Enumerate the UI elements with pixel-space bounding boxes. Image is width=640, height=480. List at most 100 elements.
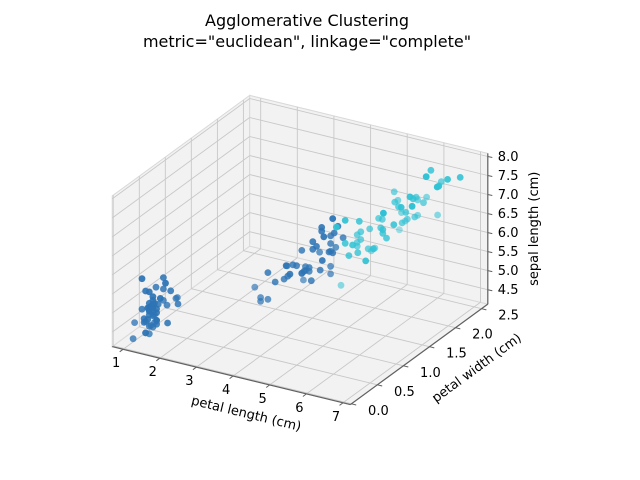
data-point xyxy=(271,278,279,286)
data-point xyxy=(286,270,294,278)
data-point xyxy=(257,294,264,301)
data-point xyxy=(434,211,441,219)
data-point xyxy=(379,226,387,234)
data-point xyxy=(408,202,416,210)
y-tick xyxy=(351,403,357,406)
y-tick xyxy=(481,308,487,311)
x-tick xyxy=(265,384,270,388)
y-tick-label: 2.5 xyxy=(498,309,519,324)
grid-line xyxy=(159,257,298,359)
data-point xyxy=(345,252,353,259)
z-tick xyxy=(487,232,493,235)
data-point xyxy=(145,288,153,296)
data-point xyxy=(383,234,390,242)
data-point xyxy=(300,267,308,275)
data-point xyxy=(316,266,324,274)
y-tick xyxy=(403,365,409,368)
grid-line xyxy=(111,212,250,314)
grid-line xyxy=(306,293,445,395)
data-point xyxy=(339,234,347,242)
data-point xyxy=(129,335,137,343)
grid-line xyxy=(111,193,250,295)
data-point xyxy=(433,183,441,191)
data-point xyxy=(164,319,172,327)
data-point xyxy=(396,226,403,234)
x-tick xyxy=(229,375,234,380)
data-point xyxy=(307,277,315,285)
data-point xyxy=(327,270,334,278)
data-point xyxy=(366,225,374,233)
grid-line xyxy=(111,98,250,200)
data-point xyxy=(364,245,372,253)
data-point xyxy=(300,276,307,284)
y-tick-label: 0.5 xyxy=(394,385,415,400)
grid-line xyxy=(111,174,250,276)
grid-line xyxy=(249,98,488,157)
data-point xyxy=(305,264,313,271)
y-tick xyxy=(455,327,461,330)
data-point xyxy=(318,257,326,264)
grid-line xyxy=(111,117,250,219)
grid-line xyxy=(342,301,481,404)
data-point xyxy=(174,300,182,308)
data-point xyxy=(357,236,365,243)
data-point xyxy=(172,295,180,302)
data-point xyxy=(167,287,175,295)
data-point xyxy=(316,248,323,256)
data-point xyxy=(422,173,430,181)
y-tick xyxy=(377,384,383,387)
data-point xyxy=(160,285,167,293)
data-point xyxy=(444,176,451,183)
data-point xyxy=(370,245,377,253)
z-tick xyxy=(487,175,493,177)
z-tick xyxy=(487,251,493,254)
data-point xyxy=(138,305,146,313)
data-point xyxy=(327,262,334,270)
x-tick-label: 5 xyxy=(259,392,267,407)
z-tick-label: 6.0 xyxy=(498,226,519,241)
data-point xyxy=(264,269,272,276)
data-point xyxy=(349,241,356,249)
data-point xyxy=(423,193,430,201)
x-tick-label: 2 xyxy=(149,365,157,380)
grid-line xyxy=(113,345,352,405)
grid-line xyxy=(111,155,250,257)
z-tick-label: 8.0 xyxy=(498,150,519,165)
z-tick xyxy=(487,289,493,292)
data-point xyxy=(138,275,146,283)
data-point xyxy=(131,319,139,326)
data-point xyxy=(390,221,398,229)
y-tick xyxy=(429,346,435,349)
data-point xyxy=(145,330,153,338)
x-axis-line xyxy=(112,346,351,406)
x-tick-label: 7 xyxy=(332,410,340,425)
grid-line xyxy=(269,284,408,386)
grid-line xyxy=(249,155,488,215)
grid-line xyxy=(249,193,488,253)
grid-line xyxy=(111,231,250,333)
data-point xyxy=(397,204,405,211)
data-point xyxy=(282,262,290,270)
z-tick-label: 6.5 xyxy=(498,207,519,222)
data-point xyxy=(341,239,349,247)
data-point xyxy=(293,262,300,270)
grid-line xyxy=(249,174,488,234)
data-point xyxy=(333,223,340,231)
z-axis-label: sepal length (cm) xyxy=(527,172,542,286)
data-point xyxy=(144,316,152,323)
x-tick-label: 3 xyxy=(185,374,193,389)
y-tick-label: 2.0 xyxy=(472,328,493,343)
z-tick-label: 5.0 xyxy=(498,264,519,279)
data-point xyxy=(403,215,411,223)
data-point xyxy=(251,283,259,291)
data-point xyxy=(160,274,167,281)
data-point xyxy=(427,166,435,174)
data-point xyxy=(309,238,317,246)
data-point xyxy=(298,247,306,254)
data-point xyxy=(390,188,398,196)
data-point xyxy=(337,281,345,289)
chart-title: Agglomerative Clustering metric="euclide… xyxy=(0,10,614,52)
data-point xyxy=(156,295,164,302)
